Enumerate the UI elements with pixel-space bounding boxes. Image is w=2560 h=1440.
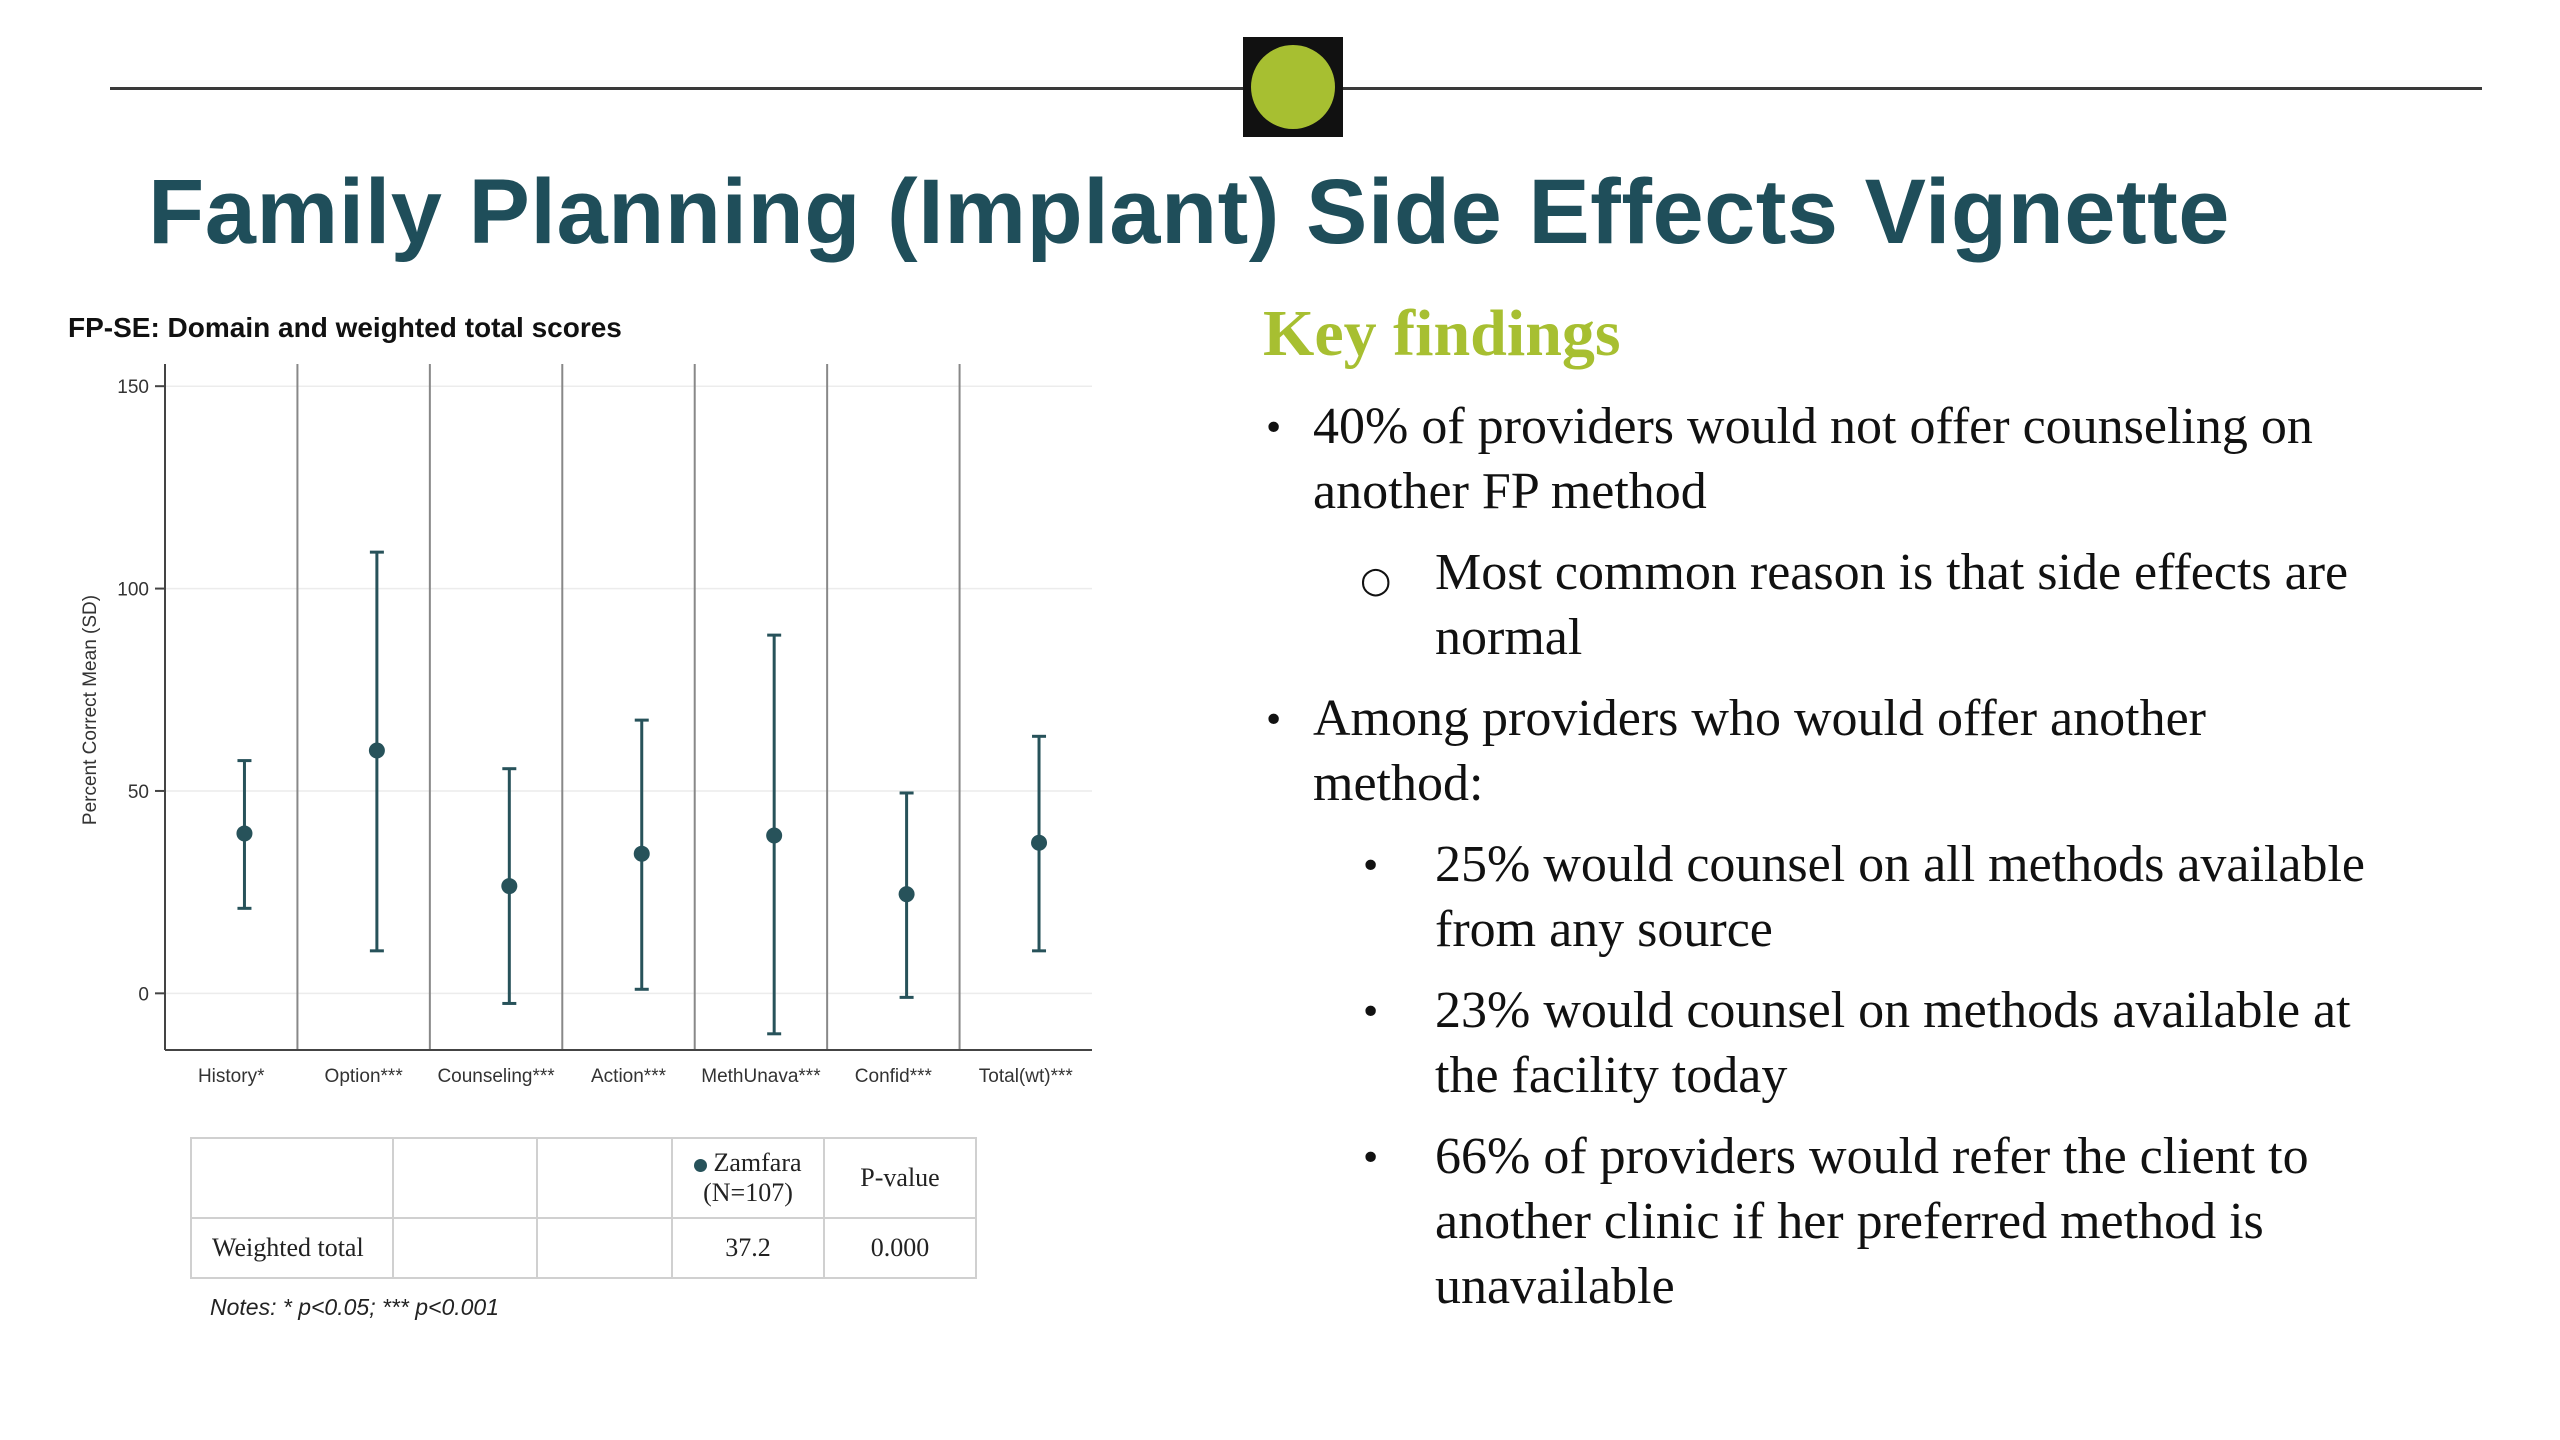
finding-line: the facility today — [1435, 1047, 1788, 1104]
hollow-bullet-icon: ○ — [1360, 560, 1392, 601]
data-point — [236, 825, 253, 842]
data-point — [633, 845, 650, 862]
data-point — [368, 742, 385, 759]
finding-line: 40% of providers would not offer counsel… — [1313, 398, 2313, 455]
table-row-label: Weighted total — [190, 1217, 394, 1279]
zamfara-label: Zamfara — [713, 1148, 802, 1177]
key-findings-heading: Key findings — [1263, 297, 1621, 370]
finding-line: another clinic if her preferred method i… — [1435, 1193, 2264, 1250]
zamfara-marker-icon — [694, 1158, 708, 1172]
y-tick-label: 50 — [128, 782, 149, 803]
x-tick-label: MethUnava*** — [701, 1066, 821, 1087]
finding-line: method: — [1313, 755, 1484, 812]
finding-line: normal — [1435, 609, 1583, 666]
x-tick-label: History* — [198, 1066, 265, 1087]
finding-line: Among providers who would offer another — [1313, 690, 2206, 747]
y-tick-label: 0 — [138, 984, 149, 1005]
bullet-icon: • — [1360, 1138, 1382, 1179]
bullet-icon: • — [1360, 992, 1382, 1033]
x-tick-label: Counseling*** — [437, 1066, 555, 1087]
data-point — [766, 827, 783, 844]
chart-title: FP-SE: Domain and weighted total scores — [68, 312, 622, 343]
bullet-icon: • — [1263, 408, 1285, 449]
finding-line: 23% would counsel on methods available a… — [1435, 982, 2351, 1039]
data-point — [898, 886, 915, 903]
finding-line: 25% would counsel on all methods availab… — [1435, 836, 2366, 893]
logo-circle-icon — [1251, 45, 1335, 129]
scores-chart: 0 50 100 150 Percent Correct Mean (SD) Histor… — [80, 364, 1092, 1087]
zamfara-n: (N=107) — [703, 1178, 793, 1207]
chart-notes: Notes: * p<0.05; *** p<0.001 — [210, 1294, 499, 1320]
y-axis-label: Percent Correct Mean (SD) — [80, 595, 101, 825]
table-cell-zamfara-value: 37.2 — [671, 1217, 825, 1279]
finding-line: from any source — [1435, 901, 1773, 958]
x-tick-label: Action*** — [591, 1066, 667, 1087]
data-point — [1031, 834, 1048, 851]
finding-line: 66% of providers would refer the client … — [1435, 1128, 2309, 1185]
x-tick-label: Total(wt)*** — [979, 1066, 1074, 1087]
table-header-cell — [536, 1137, 673, 1219]
x-tick-label: Confid*** — [855, 1066, 933, 1087]
results-table: Zamfara (N=107) P-value Weighted total 3… — [190, 1137, 977, 1279]
table-header-cell — [190, 1137, 394, 1219]
table-cell-pvalue: 0.000 — [823, 1217, 977, 1279]
table-header-pvalue: P-value — [823, 1137, 977, 1219]
y-tick-label: 100 — [117, 580, 149, 601]
table-cell — [536, 1217, 673, 1279]
data-point — [501, 878, 518, 895]
table-header-cell — [392, 1137, 538, 1219]
y-tick-label: 150 — [117, 377, 149, 398]
x-tick-label: Option*** — [325, 1066, 404, 1087]
bullet-icon: • — [1360, 846, 1382, 887]
slide-title: Family Planning (Implant) Side Effects V… — [148, 161, 2230, 263]
finding-line: another FP method — [1313, 463, 1707, 520]
finding-line: Most common reason is that side effects … — [1435, 544, 2349, 601]
table-cell — [392, 1217, 538, 1279]
table-header-zamfara: Zamfara (N=107) — [671, 1137, 825, 1219]
finding-line: unavailable — [1435, 1258, 1675, 1315]
bullet-icon: • — [1263, 700, 1285, 741]
